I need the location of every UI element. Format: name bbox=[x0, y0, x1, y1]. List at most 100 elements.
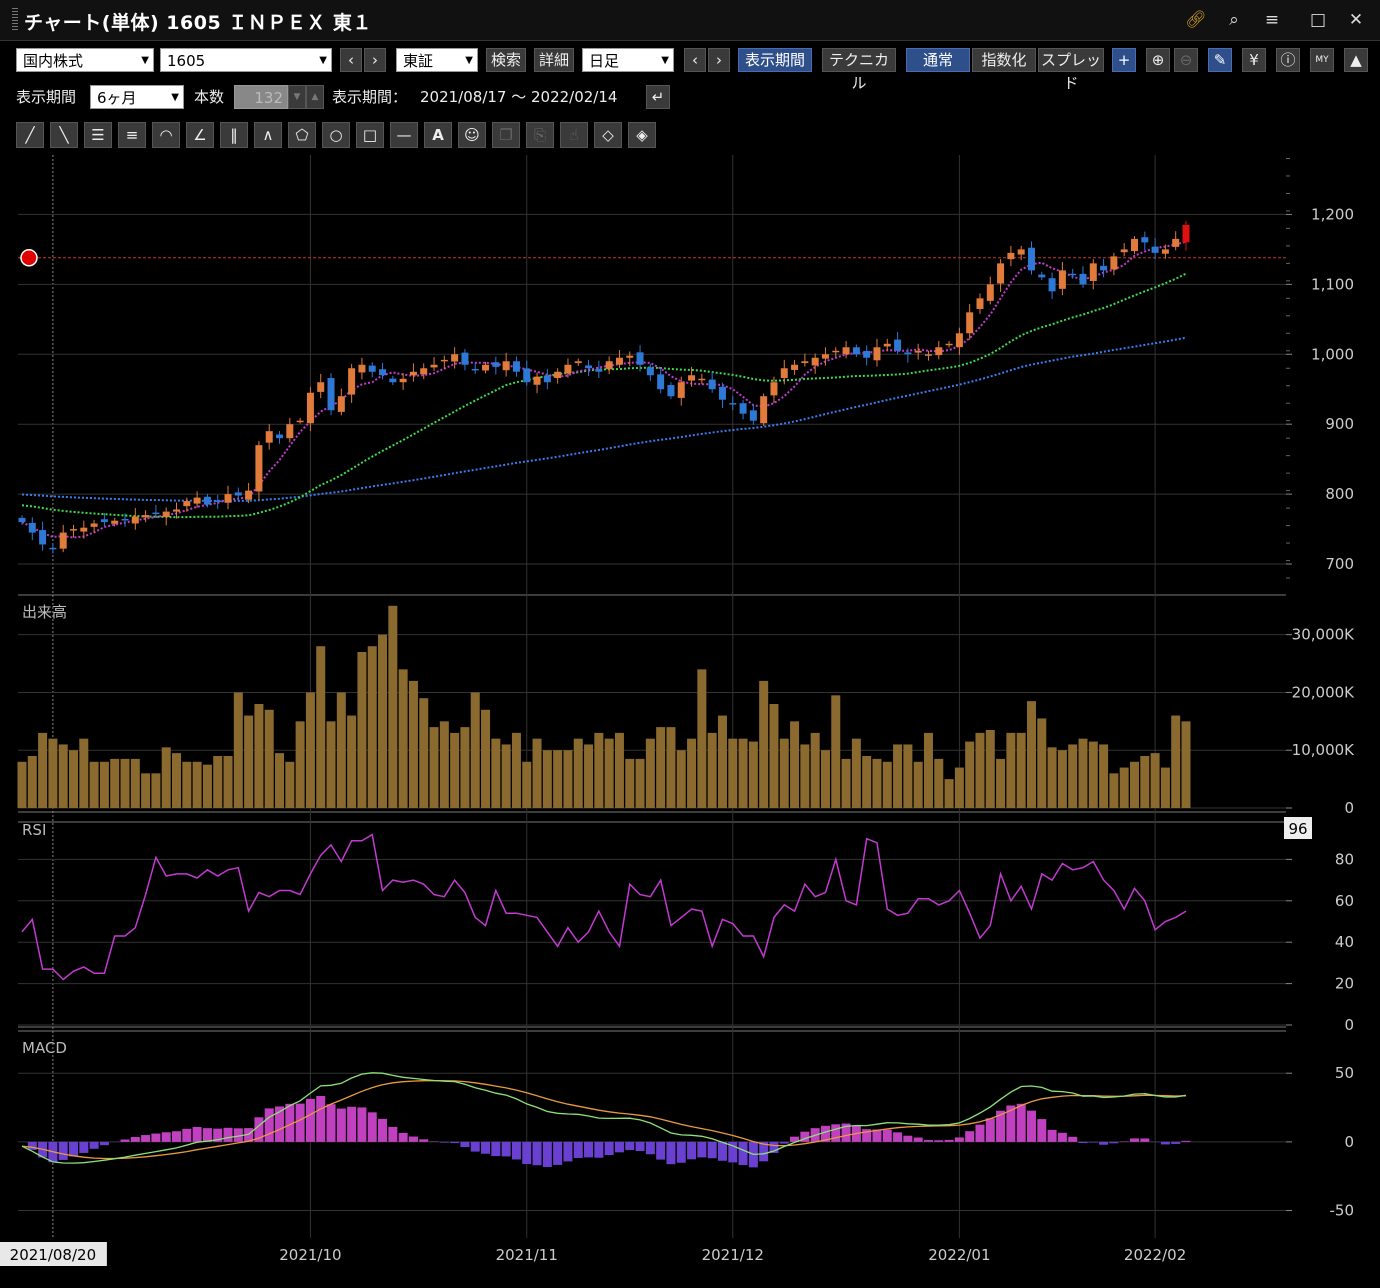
candle-body bbox=[626, 355, 634, 358]
horizontal-lines-icon[interactable]: ☰ bbox=[84, 122, 112, 148]
volume-bar bbox=[470, 692, 480, 808]
pentagon-icon[interactable]: ⬠ bbox=[288, 122, 316, 148]
candle-body bbox=[131, 516, 139, 524]
spread-button[interactable]: スプレッド bbox=[1038, 48, 1104, 92]
crosshair-icon[interactable]: + bbox=[1112, 48, 1136, 72]
rectangle-icon[interactable]: □ bbox=[356, 122, 384, 148]
period-button[interactable]: 表示期間 bbox=[738, 48, 812, 72]
volume-bar bbox=[666, 727, 676, 808]
detail-button[interactable]: 詳細 bbox=[534, 48, 574, 72]
volume-bar bbox=[1109, 773, 1119, 808]
window-title: チャート(単体) 1605 ＩＮＰＥＸ 東１ bbox=[24, 12, 372, 34]
volume-bar bbox=[645, 738, 655, 808]
paste-icon[interactable]: ⎘ bbox=[526, 122, 554, 148]
exchange-select[interactable]: 東証 ▼ bbox=[396, 48, 478, 72]
count-up-icon[interactable]: ▲ bbox=[306, 85, 324, 109]
normal-button[interactable]: 通常 bbox=[906, 48, 970, 72]
stamp-icon[interactable]: ☺ bbox=[458, 122, 486, 148]
volume-bar bbox=[305, 692, 315, 808]
volume-bar bbox=[1129, 761, 1139, 808]
volume-bar bbox=[738, 738, 748, 808]
macd-histogram-bar bbox=[1140, 1138, 1150, 1142]
volume-bar bbox=[584, 744, 594, 808]
candle-body bbox=[708, 379, 716, 390]
title-bar: チャート(単体) 1605 ＩＮＰＥＸ 東１ 🔗︎ ⌕ ≡ □ ✕ bbox=[0, 0, 1380, 41]
copy-icon[interactable]: ❐ bbox=[492, 122, 520, 148]
code-input[interactable]: 1605 ▼ bbox=[160, 48, 332, 72]
fibonacci-lines-icon[interactable]: ≡ bbox=[118, 122, 146, 148]
vertical-lines-icon[interactable]: ‖ bbox=[220, 122, 248, 148]
candle-body bbox=[18, 517, 26, 523]
volume-bar bbox=[965, 741, 975, 808]
close-icon[interactable]: ✕ bbox=[1348, 10, 1364, 30]
prev-code-button[interactable]: ‹ bbox=[340, 48, 362, 72]
candle-body bbox=[399, 378, 407, 383]
pitchfork-icon[interactable]: ∧ bbox=[254, 122, 282, 148]
count-input[interactable]: 132 bbox=[234, 85, 288, 109]
interval-select[interactable]: 日足 ▼ bbox=[582, 48, 674, 72]
mountain-chart-icon[interactable]: ▲ bbox=[1344, 48, 1368, 72]
text-icon[interactable]: A bbox=[424, 122, 452, 148]
candle-body bbox=[90, 523, 98, 527]
volume-bar bbox=[1150, 753, 1160, 808]
gann-fan-icon[interactable]: ∠ bbox=[186, 122, 214, 148]
candle-body bbox=[471, 368, 479, 371]
candle-body bbox=[100, 519, 108, 523]
macd-histogram-bar bbox=[841, 1123, 851, 1142]
volume-bar bbox=[408, 680, 418, 808]
index-button[interactable]: 指数化 bbox=[972, 48, 1036, 72]
my-chart-icon[interactable]: MY bbox=[1310, 48, 1334, 72]
next-period-button[interactable]: › bbox=[708, 48, 730, 72]
volume-bar bbox=[244, 715, 254, 808]
candle-body bbox=[162, 511, 170, 518]
macd-histogram-bar bbox=[357, 1107, 367, 1142]
macd-histogram-bar bbox=[666, 1141, 676, 1165]
circle-icon[interactable]: ○ bbox=[322, 122, 350, 148]
chart-area[interactable]: 96 7008009001,0001,1001,200010,000K20,00… bbox=[0, 152, 1380, 1288]
market-select[interactable]: 国内株式 ▼ bbox=[16, 48, 154, 72]
fan-arc-icon[interactable]: ◠ bbox=[152, 122, 180, 148]
ma-long-line bbox=[21, 336, 1187, 502]
yen-icon[interactable]: ¥ bbox=[1242, 48, 1266, 72]
info-icon[interactable]: ⓘ bbox=[1276, 48, 1300, 72]
volume-bar bbox=[697, 669, 707, 808]
ruler-icon[interactable]: ╲ bbox=[50, 122, 78, 148]
period-select[interactable]: 6ヶ月 ▼ bbox=[90, 85, 184, 109]
volume-bar bbox=[893, 744, 903, 808]
candle-body bbox=[523, 368, 531, 383]
technical-button[interactable]: テクニカル bbox=[822, 48, 896, 92]
drag-grip[interactable] bbox=[12, 8, 18, 32]
macd-histogram-bar bbox=[604, 1141, 614, 1156]
prev-period-button[interactable]: ‹ bbox=[684, 48, 706, 72]
macd-histogram-bar bbox=[790, 1136, 800, 1142]
macd-histogram-bar bbox=[511, 1141, 521, 1160]
volume-bar bbox=[429, 727, 439, 808]
next-code-button[interactable]: › bbox=[364, 48, 386, 72]
volume-bar bbox=[27, 756, 37, 808]
search-button[interactable]: 検索 bbox=[486, 48, 526, 72]
pencil-icon[interactable]: ✎ bbox=[1208, 48, 1232, 72]
zoom-in-icon[interactable]: ⊕ bbox=[1146, 48, 1170, 72]
volume-bar bbox=[48, 738, 58, 808]
link-icon[interactable]: 🔗︎ bbox=[1185, 10, 1207, 30]
volume-bar bbox=[676, 750, 686, 808]
erase-all-icon[interactable]: ◈ bbox=[628, 122, 656, 148]
macd-histogram-bar bbox=[398, 1132, 408, 1142]
candle-body bbox=[203, 496, 211, 505]
macd-histogram-bar bbox=[728, 1141, 738, 1163]
candle-body bbox=[49, 547, 57, 550]
horizontal-line-icon[interactable]: — bbox=[390, 122, 418, 148]
search-icon[interactable]: ⌕ bbox=[1229, 10, 1239, 30]
macd-histogram-bar bbox=[450, 1141, 460, 1144]
x-axis-label: 2022/02 bbox=[1124, 1246, 1186, 1264]
macd-histogram-bar bbox=[1099, 1141, 1109, 1145]
reset-period-icon[interactable]: ↵ bbox=[646, 85, 670, 109]
eraser-icon[interactable]: ◇ bbox=[594, 122, 622, 148]
select-icon[interactable]: ☝ bbox=[560, 122, 588, 148]
maximize-icon[interactable]: □ bbox=[1309, 10, 1327, 30]
macd-histogram-bar bbox=[872, 1129, 882, 1142]
trendline-icon[interactable]: ╱ bbox=[16, 122, 44, 148]
menu-icon[interactable]: ≡ bbox=[1264, 10, 1280, 30]
zoom-out-icon[interactable]: ⊖ bbox=[1174, 48, 1198, 72]
count-down-icon[interactable]: ▼ bbox=[288, 85, 306, 109]
